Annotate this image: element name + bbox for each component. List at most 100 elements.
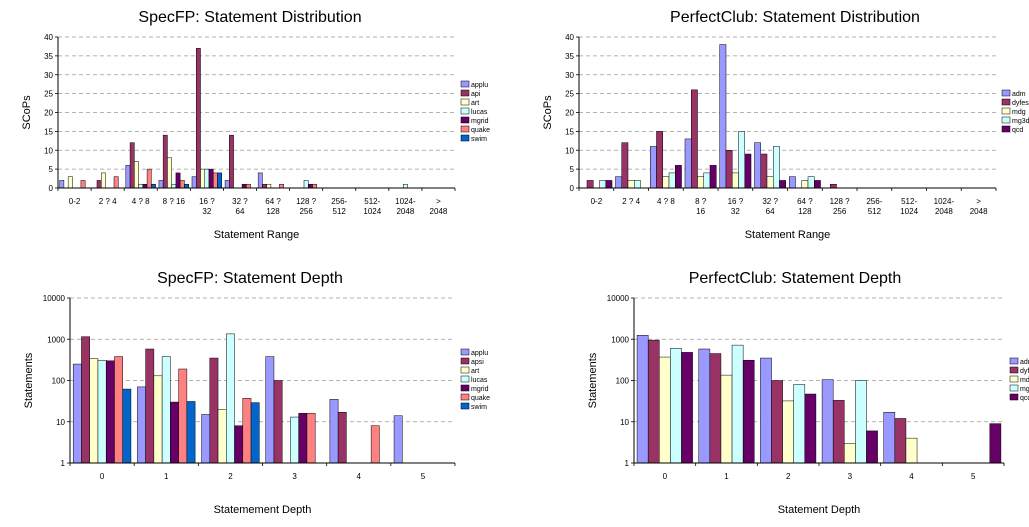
chart-specfp-statement-depth: SpecFP: Statement Depth 1 10 100 1000 10000 0 1…	[0, 261, 514, 522]
x-axis-label: Statement Range	[214, 229, 300, 241]
bar	[754, 142, 761, 189]
bar	[67, 176, 73, 189]
bar	[89, 358, 99, 464]
chart-svg: PerfectClub: Statement Distribution 0 5 10 1…	[542, 9, 1029, 241]
bar	[844, 443, 856, 464]
bar	[883, 411, 896, 464]
bar	[262, 183, 267, 189]
bar	[96, 180, 102, 189]
bar	[393, 415, 403, 464]
x-tick-label: 3	[848, 472, 853, 481]
x-tick-label: 4 ? 8	[132, 197, 150, 206]
x-tick-label: 128 ? 256	[296, 197, 317, 216]
y-tick-label: 5	[49, 165, 54, 174]
bar	[209, 357, 219, 464]
bar	[241, 183, 247, 189]
legend-label: qcd	[1020, 395, 1029, 402]
bar	[662, 176, 670, 189]
bar	[290, 416, 299, 464]
bar	[184, 183, 189, 189]
bar	[647, 339, 660, 464]
bar	[125, 165, 131, 189]
bar	[273, 380, 283, 464]
y-tick-label: 100	[616, 377, 630, 386]
x-tick-label: 4	[357, 472, 362, 481]
x-tick-label: 3	[292, 472, 297, 481]
chart-title: PerfectClub: Statement Distribution	[670, 9, 920, 26]
y-tick-label: 15	[44, 127, 53, 136]
bar	[72, 363, 82, 464]
y-tick-label: 15	[565, 127, 574, 136]
legend-swatch	[460, 134, 470, 142]
legend-label: lucas	[471, 109, 488, 116]
x-tick-label: 64 ? 128	[265, 197, 281, 216]
bar	[81, 336, 90, 464]
x-tick-label: 8 ? 16	[163, 197, 186, 206]
legend-swatch	[1001, 98, 1011, 106]
bar	[779, 180, 787, 189]
x-tick-label: 128 ? 256	[830, 197, 851, 216]
x-tick-label: 16 ? 32	[728, 197, 744, 216]
x-tick-label: 512-1024	[900, 197, 918, 216]
x-tick-label: 8 ? 16	[695, 197, 707, 216]
legend-swatch	[460, 125, 470, 133]
bar	[298, 413, 308, 464]
bar	[114, 356, 123, 464]
y-tick-label: 5	[570, 165, 575, 174]
y-tick-label: 1000	[47, 335, 65, 344]
bar	[773, 146, 780, 189]
legend-label: api	[471, 91, 481, 98]
bar	[59, 180, 65, 189]
y-axis-label: Statements	[23, 352, 35, 408]
y-tick-label: 20	[44, 109, 53, 118]
legend-swatch	[1001, 89, 1011, 97]
y-tick-label: 10000	[43, 294, 66, 303]
y-tick-label: 0	[49, 184, 54, 193]
x-tick-label: 5	[421, 472, 426, 481]
x-tick-label: 2	[786, 472, 791, 481]
bar	[744, 153, 752, 189]
bar	[668, 172, 676, 189]
legend-label: mg3d	[1020, 386, 1029, 393]
bar	[250, 402, 260, 464]
legend-label: swim	[471, 404, 487, 411]
bar	[675, 165, 682, 189]
y-tick-label: 10	[56, 418, 65, 427]
y-tick-label: 30	[44, 71, 53, 80]
bar	[989, 423, 1002, 464]
legend-label: quake	[471, 127, 490, 134]
bar	[151, 183, 156, 189]
bar	[200, 168, 205, 189]
bar	[793, 384, 806, 464]
y-axis-label: SCoPs	[542, 95, 554, 130]
bar	[814, 180, 821, 189]
chart-title: PerfectClub: Statement Depth	[689, 270, 902, 287]
bar	[153, 375, 163, 464]
bar	[279, 183, 284, 189]
x-tick-label: 64 ? 128	[797, 197, 813, 216]
legend-swatch	[460, 89, 470, 97]
legend-swatch	[1009, 366, 1019, 374]
legend-swatch	[1001, 125, 1011, 133]
bar	[855, 380, 867, 464]
legend-swatch	[460, 375, 470, 383]
bar	[122, 388, 132, 464]
bar	[731, 344, 744, 464]
legend-swatch	[460, 98, 470, 106]
bar	[303, 180, 309, 189]
bar	[709, 165, 717, 189]
x-tick-label: 2	[228, 472, 233, 481]
bar	[234, 425, 244, 464]
bar	[866, 430, 878, 464]
bar	[659, 356, 671, 464]
bar	[105, 360, 115, 464]
y-tick-label: 25	[44, 90, 53, 99]
bar	[832, 400, 845, 464]
x-tick-label: >2048	[430, 197, 448, 216]
legend-swatch	[1009, 384, 1019, 392]
legend-label: apsi	[471, 359, 484, 366]
chart-svg: SpecFP: Statement Depth 1 10 100 1000 10000 0 1…	[23, 270, 490, 516]
legend-swatch	[460, 366, 470, 374]
y-axis-label: Statements	[587, 352, 599, 408]
